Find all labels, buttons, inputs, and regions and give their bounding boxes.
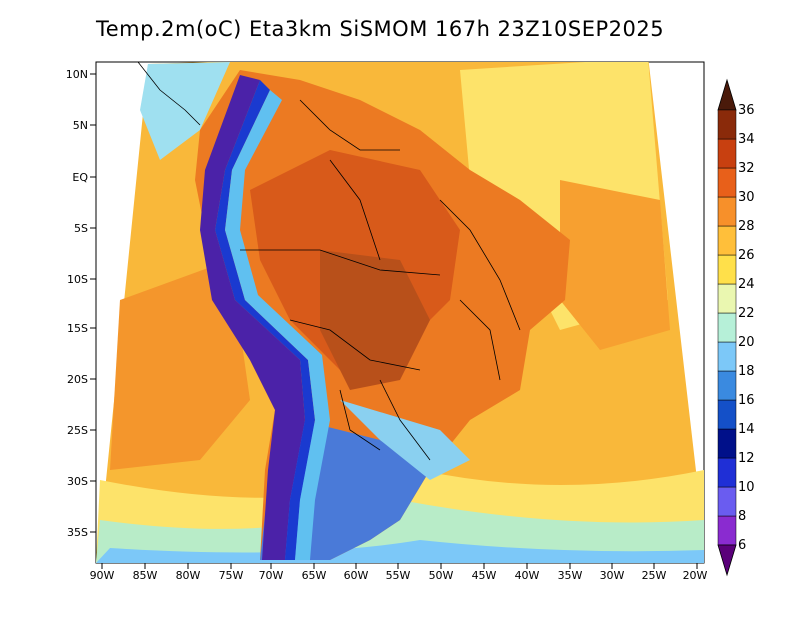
southern-cold-band — [96, 500, 704, 563]
colorbar-segment — [717, 399, 737, 430]
lon-axis: 90W 85W 80W 75W 70W 65W 60W 55W 50W 45W … — [90, 563, 708, 582]
colorbar-segment — [717, 457, 737, 488]
colorbar: 36 34 32 30 28 26 24 22 20 18 16 14 12 1… — [717, 78, 755, 577]
colorbar-segment — [717, 138, 737, 169]
lon-tick-label: 60W — [344, 569, 369, 582]
lon-tick-label: 90W — [90, 569, 115, 582]
lon-tick-label: 40W — [515, 569, 540, 582]
colorbar-label: 8 — [738, 509, 746, 524]
lon-tick-label: 50W — [429, 569, 454, 582]
colorbar-segment — [717, 283, 737, 314]
colorbar-bottom-arrow — [717, 544, 737, 577]
andes-snow-edge — [215, 80, 315, 560]
lon-tick-label: 35W — [558, 569, 583, 582]
colorbar-label: 18 — [738, 364, 755, 379]
central-hot-core — [320, 250, 430, 390]
lat-tick-label: 15S — [67, 322, 88, 335]
pacific-warm-band — [110, 260, 250, 470]
colorbar-top-arrow — [717, 78, 737, 111]
lat-tick-label: 35S — [67, 526, 88, 539]
colorbar-label: 6 — [738, 538, 746, 553]
country-borders — [240, 99, 521, 461]
lat-axis: 10N 5N EQ 5S 10S 15S 20S 25S 30S 35S — [66, 68, 96, 539]
colorbar-label: 26 — [738, 248, 755, 263]
colorbar-label: 16 — [738, 393, 755, 408]
colorbar-segment — [717, 109, 737, 140]
colorbar-label: 24 — [738, 277, 755, 292]
lat-tick-label: 5S — [74, 222, 88, 235]
colorbar-label: 36 — [738, 103, 755, 118]
colorbar-label: 20 — [738, 335, 755, 350]
andes-cold-blue — [225, 90, 330, 560]
colorbar-label: 30 — [738, 190, 755, 205]
colorbar-segment — [717, 515, 737, 546]
lat-tick-label: 10S — [67, 273, 88, 286]
colorbar-label: 32 — [738, 161, 755, 176]
lat-tick-label: 20S — [67, 373, 88, 386]
lon-tick-label: 65W — [302, 569, 327, 582]
colorbar-segment — [717, 312, 737, 343]
lon-tick-label: 80W — [176, 569, 201, 582]
lon-tick-label: 85W — [133, 569, 158, 582]
colorbar-segment — [717, 254, 737, 285]
pacific-north-cool — [140, 62, 230, 160]
colorbar-segment — [717, 341, 737, 372]
colorbar-segment — [717, 428, 737, 459]
central-america-coast — [137, 62, 201, 126]
lon-tick-label: 20W — [683, 569, 708, 582]
colorbar-label: 12 — [738, 451, 755, 466]
colorbar-segment — [717, 225, 737, 256]
map-title: Temp.2m(oC) Eta3km SiSMOM 167h 23Z10SEP2… — [96, 17, 665, 41]
lat-tick-label: 25S — [67, 424, 88, 437]
colorbar-segment — [717, 167, 737, 198]
colorbar-label: 34 — [738, 132, 755, 147]
lon-tick-label: 55W — [386, 569, 411, 582]
colorbar-label: 10 — [738, 480, 755, 495]
colorbar-segment — [717, 486, 737, 517]
colorbar-label: 28 — [738, 219, 755, 234]
atlantic-hot-zone — [560, 180, 670, 350]
lon-tick-label: 75W — [219, 569, 244, 582]
lon-tick-label: 45W — [472, 569, 497, 582]
lat-tick-label: 30S — [67, 475, 88, 488]
colorbar-segments — [717, 109, 737, 546]
colorbar-label: 14 — [738, 422, 755, 437]
colorbar-label: 22 — [738, 306, 755, 321]
lon-tick-label: 70W — [259, 569, 284, 582]
lat-tick-label: 10N — [66, 68, 88, 81]
lon-tick-label: 30W — [600, 569, 625, 582]
lon-tick-label: 25W — [642, 569, 667, 582]
lat-tick-label: 5N — [73, 119, 88, 132]
south-cool-land — [340, 400, 470, 480]
colorbar-segment — [717, 196, 737, 227]
southern-coldest-band — [96, 540, 704, 563]
andes-ridge — [200, 75, 305, 560]
colorbar-segment — [717, 370, 737, 401]
lat-tick-label: EQ — [72, 171, 88, 184]
colorbar-labels: 36 34 32 30 28 26 24 22 20 18 16 14 12 1… — [738, 103, 755, 553]
